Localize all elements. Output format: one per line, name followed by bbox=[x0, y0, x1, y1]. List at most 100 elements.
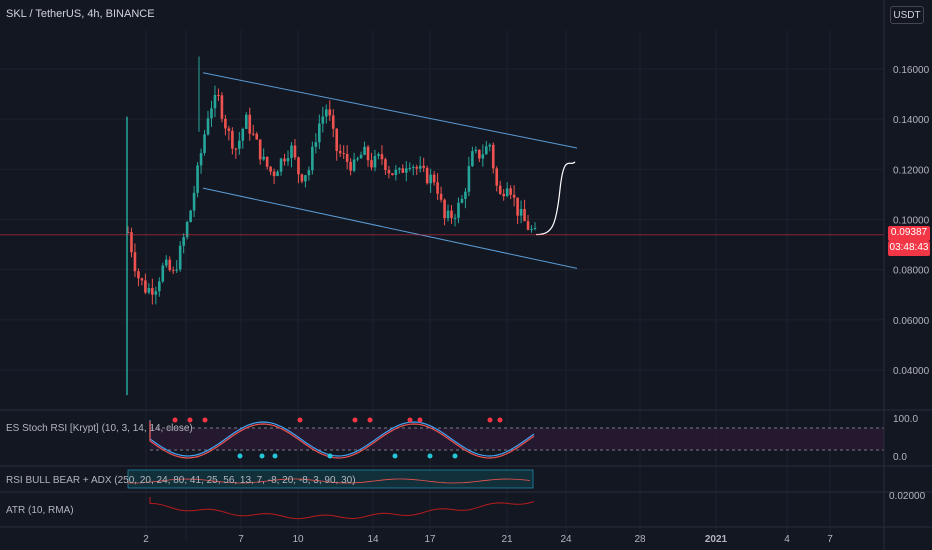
candle-body bbox=[331, 115, 335, 129]
last-price-tag: 0.09387 bbox=[888, 226, 930, 241]
candle-body bbox=[178, 245, 182, 270]
rsi-bull-bear-label[interactable]: RSI BULL BEAR + ADX (250, 20, 24, 80, 41… bbox=[6, 475, 356, 486]
candle-body bbox=[498, 185, 502, 194]
candle-body bbox=[384, 159, 387, 170]
rsi-bull-bear-band bbox=[127, 469, 534, 489]
candle-body bbox=[311, 146, 314, 171]
candle-body bbox=[130, 232, 133, 253]
stoch-buy-dot bbox=[272, 453, 278, 459]
candle-body bbox=[370, 160, 373, 168]
projection-curve[interactable] bbox=[535, 161, 576, 236]
stoch-buy-dot bbox=[259, 453, 265, 459]
candle-body bbox=[185, 222, 189, 238]
candlestick-series bbox=[126, 56, 537, 396]
candle-body bbox=[530, 228, 533, 230]
candle-body bbox=[422, 165, 425, 168]
candle-body bbox=[210, 108, 213, 119]
candle-body bbox=[217, 94, 220, 96]
candle-body bbox=[196, 165, 199, 193]
candle-body bbox=[453, 217, 457, 219]
candle-body bbox=[352, 159, 356, 171]
candle-body bbox=[199, 152, 203, 166]
trend-channel[interactable] bbox=[202, 72, 578, 269]
candle-body bbox=[137, 271, 140, 279]
stoch-buy-dot bbox=[392, 453, 398, 459]
candle-body bbox=[415, 167, 419, 169]
time-axis[interactable]: 2 7 10 14 17 21 24 28 2021 4 7 bbox=[143, 534, 833, 545]
candle-body bbox=[373, 155, 377, 168]
stoch-buy-dot bbox=[427, 453, 433, 459]
candle-body bbox=[359, 154, 363, 159]
y-tick-label: 0.08000 bbox=[893, 266, 930, 277]
atr-tick-value: 0.02000 bbox=[889, 491, 926, 502]
stoch-sell-dot bbox=[407, 417, 413, 423]
currency-badge[interactable]: USDT bbox=[890, 6, 924, 24]
candle-body bbox=[258, 139, 262, 160]
candle-body bbox=[411, 167, 415, 169]
candle-body bbox=[478, 149, 481, 159]
candle-body bbox=[457, 202, 460, 218]
candle-body bbox=[533, 228, 537, 230]
y-tick-label: 0.16000 bbox=[893, 65, 930, 76]
candle-body bbox=[519, 208, 523, 216]
candle-body bbox=[328, 109, 332, 116]
candle-body bbox=[231, 130, 234, 149]
candle-body bbox=[484, 146, 488, 155]
candle-body bbox=[516, 197, 519, 216]
candle-body bbox=[175, 269, 179, 271]
candle-body bbox=[342, 153, 345, 155]
candle-body bbox=[509, 188, 512, 195]
stoch-sell-dot bbox=[187, 417, 193, 423]
candle-body bbox=[140, 278, 144, 281]
x-tick-label: 28 bbox=[634, 534, 646, 545]
candle-body bbox=[398, 168, 401, 170]
stoch-sell-dot bbox=[172, 417, 178, 423]
candle-body bbox=[443, 199, 446, 219]
x-tick-label: 10 bbox=[292, 534, 304, 545]
candle-body bbox=[377, 154, 380, 156]
candle-body bbox=[366, 146, 370, 161]
candle-body bbox=[394, 169, 398, 175]
x-tick-label: 24 bbox=[560, 534, 572, 545]
candle-body bbox=[168, 259, 172, 271]
candle-body bbox=[335, 128, 339, 151]
stoch-rsi-label[interactable]: ES Stoch RSI [Krypt] (10, 3, 14, 14, clo… bbox=[6, 423, 193, 434]
candle-body bbox=[474, 149, 478, 152]
candle-body bbox=[446, 210, 450, 219]
candle-body bbox=[345, 153, 349, 162]
candle-body bbox=[401, 168, 405, 173]
candle-body bbox=[147, 288, 151, 293]
candle-body bbox=[380, 154, 384, 160]
stoch-buy-dot bbox=[237, 453, 243, 459]
stoch-sell-dot bbox=[487, 417, 493, 423]
stoch-upper-value: 100.0 bbox=[893, 414, 919, 425]
candle-body bbox=[307, 170, 311, 176]
y-tick-label: 0.10000 bbox=[893, 216, 930, 227]
atr-label[interactable]: ATR (10, RMA) bbox=[6, 505, 74, 516]
candle-body bbox=[276, 171, 279, 177]
candle-body bbox=[161, 265, 165, 282]
candle-body bbox=[495, 168, 499, 186]
candle-body bbox=[224, 118, 227, 129]
stoch-sell-dot bbox=[367, 417, 373, 423]
candle-body bbox=[512, 194, 516, 198]
stoch-sell-dot bbox=[297, 417, 303, 423]
stoch-sell-dot bbox=[417, 417, 423, 423]
stoch-k-line bbox=[149, 420, 535, 457]
candle-body bbox=[234, 148, 238, 150]
candle-body bbox=[404, 168, 408, 173]
candle-body bbox=[262, 156, 265, 160]
candle-body bbox=[502, 193, 505, 197]
symbol-title[interactable]: SKL / TetherUS, 4h, BINANCE bbox=[6, 8, 155, 20]
candle-body bbox=[471, 151, 474, 167]
candle-body bbox=[318, 123, 321, 143]
indicator-panes bbox=[127, 417, 884, 520]
candle-body bbox=[491, 144, 495, 169]
candle-body bbox=[429, 174, 432, 184]
x-tick-label: 2021 bbox=[705, 534, 728, 545]
candle-body bbox=[321, 116, 325, 124]
x-tick-label: 21 bbox=[501, 534, 513, 545]
candle-body bbox=[144, 280, 147, 293]
candle-body bbox=[164, 259, 168, 266]
